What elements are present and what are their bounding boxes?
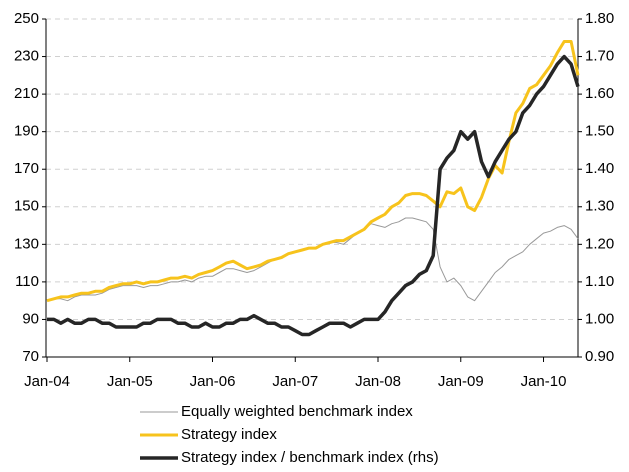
x-tick-label: Jan-07 [272,373,318,390]
x-tick-label: Jan-10 [521,373,567,390]
x-tick-label: Jan-06 [190,373,236,390]
x-tick-label: Jan-04 [24,373,70,390]
y2-tick-label: 1.70 [585,48,614,65]
y2-tick-label: 0.90 [585,348,614,365]
y-tick-label: 90 [22,310,39,327]
y2-tick-label: 1.50 [585,123,614,140]
y2-tick-label: 1.30 [585,198,614,215]
x-tick-label: Jan-05 [107,373,153,390]
y-tick-label: 150 [14,198,39,215]
y2-tick-label: 1.60 [585,85,614,102]
y2-tick-label: 1.00 [585,310,614,327]
series-line [46,40,580,303]
y2-tick-label: 1.10 [585,273,614,290]
y-tick-label: 250 [14,10,39,27]
y-tick-label: 170 [14,160,39,177]
legend-label: Equally weighted benchmark index [181,403,413,420]
series-line [47,54,580,337]
y-tick-label: 130 [14,235,39,252]
legend-label: Strategy index [181,426,277,443]
y-tick-label: 110 [15,273,39,290]
series-line [46,217,579,302]
x-tick-label: Jan-09 [438,373,484,390]
y-tick-label: 210 [14,85,39,102]
y-tick-label: 230 [14,48,39,65]
y-tick-label: 70 [22,348,39,365]
legend-label: Strategy index / benchmark index (rhs) [181,449,439,466]
y2-tick-label: 1.80 [585,10,614,27]
y-tick-label: 190 [14,123,39,140]
y2-tick-label: 1.40 [585,160,614,177]
y2-tick-label: 1.20 [585,235,614,252]
x-tick-label: Jan-08 [355,373,401,390]
